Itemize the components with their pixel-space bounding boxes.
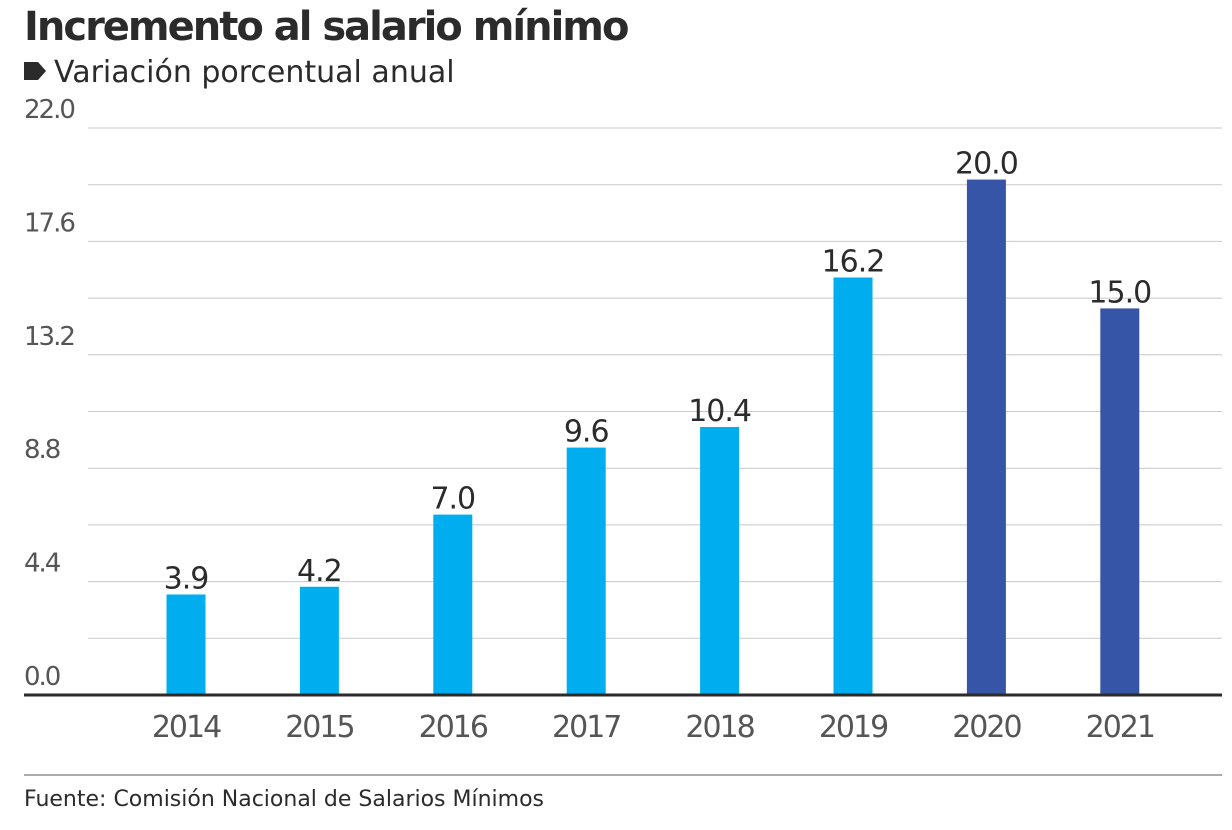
y-tick-label: 0.0 (24, 662, 60, 692)
bar-2017 (566, 447, 606, 695)
chart-title: Incremento al salario mínimo (24, 4, 628, 50)
x-tick-label-2018: 2018 (685, 710, 754, 745)
data-label-2018: 10.4 (688, 394, 751, 429)
bars (166, 179, 1140, 695)
y-tick-label: 8.8 (24, 435, 60, 465)
data-labels: 3.9 4.2 7.0 9.6 10.4 16.2 20.0 15.0 (164, 147, 1153, 597)
x-tick-label-2019: 2019 (819, 710, 887, 745)
x-tick-label-2016: 2016 (419, 710, 488, 745)
x-tick-label-2021: 2021 (1086, 710, 1154, 745)
bar-2020 (966, 179, 1006, 695)
data-label-2021: 15.0 (1088, 275, 1151, 310)
x-tick-label-2015: 2015 (285, 710, 353, 745)
source-note: Fuente: Comisión Nacional de Salarios Mí… (24, 787, 544, 812)
y-tick-label: 22.0 (24, 95, 74, 125)
subtitle-marker-tip-icon (38, 62, 46, 80)
x-tick-label-2014: 2014 (152, 710, 221, 745)
data-label-2017: 9.6 (564, 415, 609, 450)
data-label-2019: 16.2 (822, 244, 885, 279)
subtitle-marker-icon (24, 62, 38, 80)
x-tick-label-2017: 2017 (552, 710, 620, 745)
grid-layer (88, 127, 1222, 639)
data-label-2016: 7.0 (430, 482, 475, 517)
data-label-2014: 3.9 (164, 561, 209, 596)
y-axis-ticks: 0.0 4.4 8.8 13.2 17.6 22.0 (24, 95, 76, 692)
y-tick-label: 13.2 (24, 322, 74, 352)
bar-2014 (166, 594, 206, 695)
data-label-2020: 20.0 (955, 147, 1018, 182)
y-tick-label: 4.4 (24, 549, 61, 579)
bar-2019 (833, 277, 873, 695)
chart-subtitle: Variación porcentual anual (54, 55, 455, 90)
bar-2021 (1100, 308, 1140, 695)
x-axis-ticks: 2014 2015 2016 2017 2018 2019 2020 2021 (152, 710, 1156, 745)
data-label-2015: 4.2 (297, 554, 342, 589)
bar-2015 (299, 586, 339, 695)
y-tick-label: 17.6 (24, 208, 74, 238)
x-tick-label-2020: 2020 (952, 710, 1021, 745)
bar-2016 (433, 514, 473, 695)
bar-2018 (700, 426, 740, 695)
